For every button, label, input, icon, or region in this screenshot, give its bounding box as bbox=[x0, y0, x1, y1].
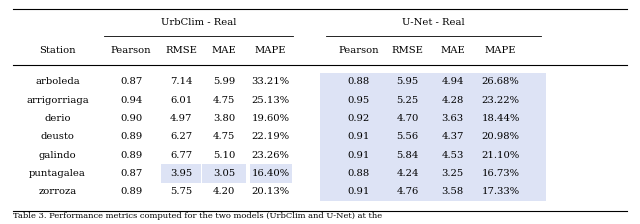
Text: 5.25: 5.25 bbox=[397, 96, 419, 105]
Text: Station: Station bbox=[39, 46, 76, 55]
Text: 0.91: 0.91 bbox=[348, 187, 369, 196]
Text: deusto: deusto bbox=[41, 132, 74, 141]
Text: 0.89: 0.89 bbox=[120, 151, 142, 160]
Text: 4.97: 4.97 bbox=[170, 114, 192, 123]
Text: 22.19%: 22.19% bbox=[252, 132, 290, 141]
Text: 16.40%: 16.40% bbox=[252, 169, 290, 178]
Text: 3.80: 3.80 bbox=[213, 114, 235, 123]
Text: 0.87: 0.87 bbox=[120, 77, 142, 86]
Text: 5.84: 5.84 bbox=[397, 151, 419, 160]
Text: 0.89: 0.89 bbox=[120, 187, 142, 196]
Text: 4.75: 4.75 bbox=[213, 96, 235, 105]
Text: 6.27: 6.27 bbox=[170, 132, 192, 141]
FancyBboxPatch shape bbox=[320, 164, 546, 183]
Text: MAE: MAE bbox=[212, 46, 236, 55]
Text: 0.88: 0.88 bbox=[348, 169, 369, 178]
Text: 5.75: 5.75 bbox=[170, 187, 192, 196]
Text: 33.21%: 33.21% bbox=[252, 77, 290, 86]
FancyBboxPatch shape bbox=[320, 109, 546, 128]
Text: MAE: MAE bbox=[440, 46, 465, 55]
Text: 5.95: 5.95 bbox=[397, 77, 419, 86]
Text: 21.10%: 21.10% bbox=[481, 151, 520, 160]
Text: 17.33%: 17.33% bbox=[481, 187, 520, 196]
Text: 4.28: 4.28 bbox=[442, 96, 463, 105]
Text: 4.37: 4.37 bbox=[442, 132, 463, 141]
Text: derio: derio bbox=[44, 114, 71, 123]
Text: 3.95: 3.95 bbox=[170, 169, 192, 178]
Text: 3.58: 3.58 bbox=[442, 187, 463, 196]
Text: 7.14: 7.14 bbox=[170, 77, 193, 86]
Text: 23.26%: 23.26% bbox=[252, 151, 290, 160]
Text: 0.90: 0.90 bbox=[120, 114, 142, 123]
Text: 4.70: 4.70 bbox=[397, 114, 419, 123]
Text: 5.10: 5.10 bbox=[213, 151, 235, 160]
Text: MAPE: MAPE bbox=[255, 46, 287, 55]
Text: 18.44%: 18.44% bbox=[481, 114, 520, 123]
Text: 3.63: 3.63 bbox=[442, 114, 463, 123]
FancyBboxPatch shape bbox=[320, 91, 546, 109]
Text: arboleda: arboleda bbox=[35, 77, 80, 86]
Text: 0.88: 0.88 bbox=[348, 77, 369, 86]
Text: 6.77: 6.77 bbox=[170, 151, 192, 160]
Text: 0.92: 0.92 bbox=[348, 114, 369, 123]
FancyBboxPatch shape bbox=[202, 164, 246, 183]
Text: RMSE: RMSE bbox=[392, 46, 424, 55]
FancyBboxPatch shape bbox=[250, 164, 292, 183]
FancyBboxPatch shape bbox=[320, 183, 546, 201]
Text: 3.25: 3.25 bbox=[442, 169, 463, 178]
Text: 19.60%: 19.60% bbox=[252, 114, 290, 123]
Text: 0.87: 0.87 bbox=[120, 169, 142, 178]
Text: zorroza: zorroza bbox=[38, 187, 77, 196]
Text: 20.13%: 20.13% bbox=[252, 187, 290, 196]
Text: 0.94: 0.94 bbox=[120, 96, 142, 105]
Text: RMSE: RMSE bbox=[165, 46, 197, 55]
Text: Table 3. Performance metrics computed for the two models (UrbClim and U-Net) at : Table 3. Performance metrics computed fo… bbox=[13, 212, 382, 220]
FancyBboxPatch shape bbox=[320, 73, 546, 91]
Text: arrigorriaga: arrigorriaga bbox=[26, 96, 89, 105]
Text: 6.01: 6.01 bbox=[170, 96, 192, 105]
FancyBboxPatch shape bbox=[320, 128, 546, 146]
Text: 4.75: 4.75 bbox=[213, 132, 235, 141]
Text: galindo: galindo bbox=[39, 151, 76, 160]
Text: 4.20: 4.20 bbox=[213, 187, 235, 196]
Text: 20.98%: 20.98% bbox=[481, 132, 520, 141]
Text: 0.91: 0.91 bbox=[348, 132, 369, 141]
Text: 4.76: 4.76 bbox=[397, 187, 419, 196]
Text: U-Net - Real: U-Net - Real bbox=[403, 18, 465, 27]
Text: 3.05: 3.05 bbox=[213, 169, 235, 178]
Text: UrbClim - Real: UrbClim - Real bbox=[161, 18, 236, 27]
Text: 4.94: 4.94 bbox=[441, 77, 464, 86]
Text: 23.22%: 23.22% bbox=[481, 96, 520, 105]
Text: MAPE: MAPE bbox=[484, 46, 516, 55]
FancyBboxPatch shape bbox=[161, 164, 202, 183]
Text: 5.56: 5.56 bbox=[397, 132, 419, 141]
Text: Pearson: Pearson bbox=[111, 46, 152, 55]
Text: 5.99: 5.99 bbox=[213, 77, 235, 86]
Text: 16.73%: 16.73% bbox=[481, 169, 520, 178]
Text: 4.24: 4.24 bbox=[396, 169, 419, 178]
Text: 0.89: 0.89 bbox=[120, 132, 142, 141]
Text: 0.95: 0.95 bbox=[348, 96, 369, 105]
Text: Pearson: Pearson bbox=[338, 46, 379, 55]
Text: 25.13%: 25.13% bbox=[252, 96, 290, 105]
Text: puntagalea: puntagalea bbox=[29, 169, 86, 178]
Text: 0.91: 0.91 bbox=[348, 151, 369, 160]
Text: 4.53: 4.53 bbox=[442, 151, 463, 160]
Text: 26.68%: 26.68% bbox=[482, 77, 519, 86]
FancyBboxPatch shape bbox=[320, 146, 546, 164]
